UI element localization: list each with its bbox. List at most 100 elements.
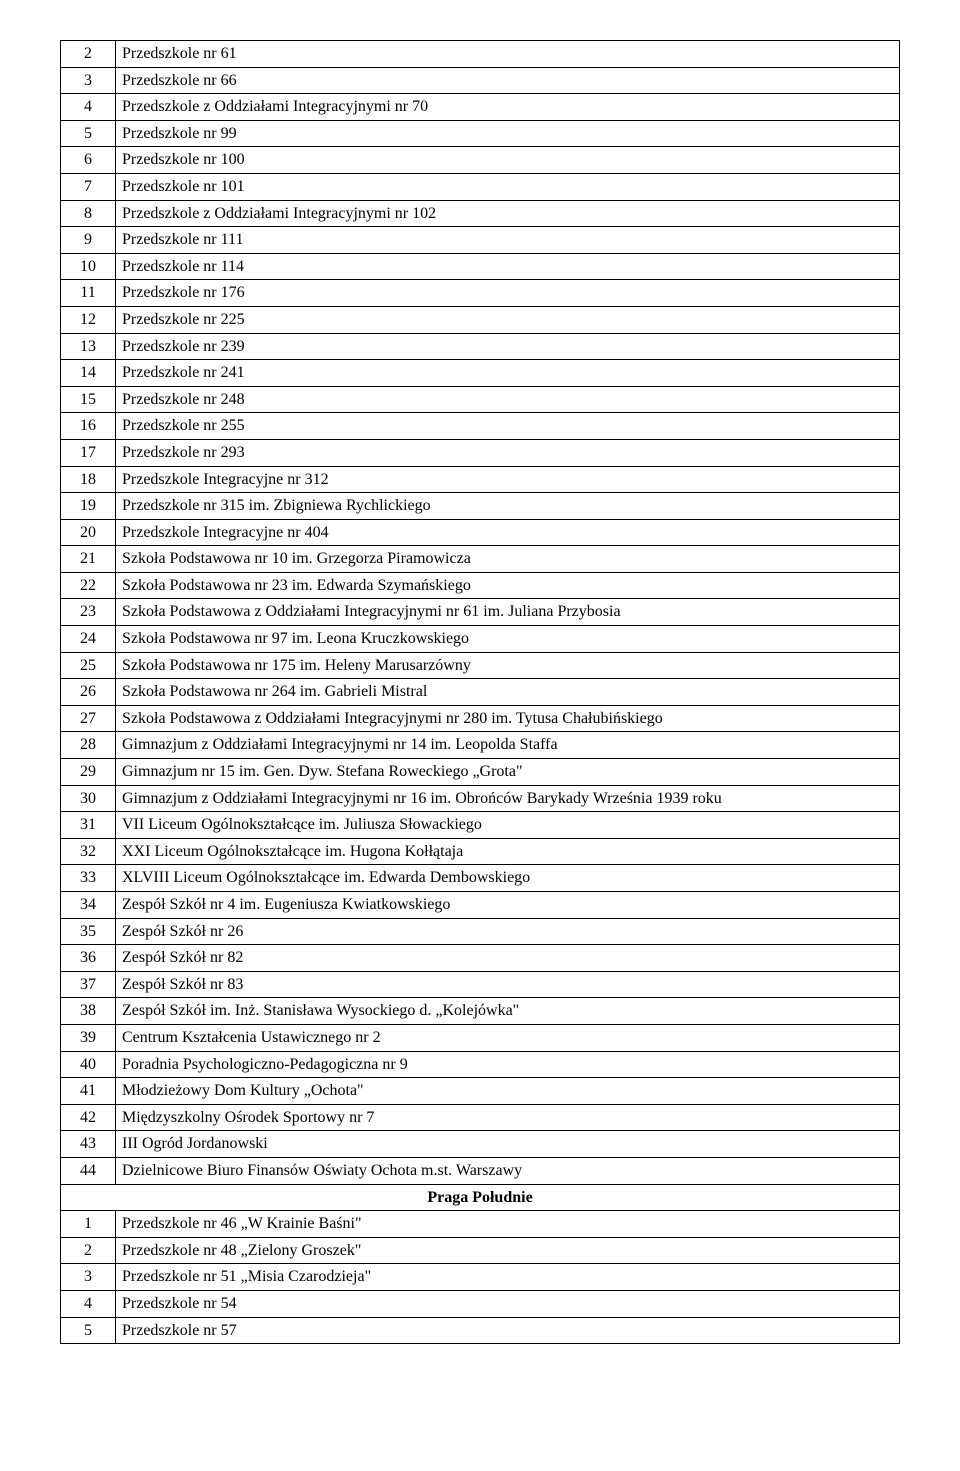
table-row: 34Zespół Szkół nr 4 im. Eugeniusza Kwiat…	[61, 892, 900, 919]
table-row: 4Przedszkole nr 54	[61, 1290, 900, 1317]
row-number: 21	[61, 546, 116, 573]
table-row: 35Zespół Szkół nr 26	[61, 918, 900, 945]
table-row: 3Przedszkole nr 66	[61, 67, 900, 94]
row-text: Przedszkole nr 101	[116, 173, 900, 200]
row-text: Szkoła Podstawowa z Oddziałami Integracy…	[116, 705, 900, 732]
row-text: Przedszkole nr 57	[116, 1317, 900, 1344]
row-number: 2	[61, 41, 116, 68]
table-row: 11Przedszkole nr 176	[61, 280, 900, 307]
row-number: 37	[61, 971, 116, 998]
table-row: 13Przedszkole nr 239	[61, 333, 900, 360]
row-text: Zespół Szkół nr 83	[116, 971, 900, 998]
row-text: Przedszkole nr 66	[116, 67, 900, 94]
table-row: 18Przedszkole Integracyjne nr 312	[61, 466, 900, 493]
row-number: 31	[61, 812, 116, 839]
row-text: Przedszkole nr 239	[116, 333, 900, 360]
row-text: III Ogród Jordanowski	[116, 1131, 900, 1158]
row-number: 11	[61, 280, 116, 307]
row-text: Przedszkole Integracyjne nr 404	[116, 519, 900, 546]
row-number: 12	[61, 306, 116, 333]
row-text: Szkoła Podstawowa nr 264 im. Gabrieli Mi…	[116, 679, 900, 706]
row-text: Przedszkole nr 225	[116, 306, 900, 333]
row-text: Poradnia Psychologiczno-Pedagogiczna nr …	[116, 1051, 900, 1078]
row-number: 44	[61, 1157, 116, 1184]
row-text: Gimnazjum z Oddziałami Integracyjnymi nr…	[116, 732, 900, 759]
row-number: 33	[61, 865, 116, 892]
table-row: 42Międzyszkolny Ośrodek Sportowy nr 7	[61, 1104, 900, 1131]
row-number: 4	[61, 1290, 116, 1317]
row-number: 39	[61, 1024, 116, 1051]
row-text: Szkoła Podstawowa nr 97 im. Leona Kruczk…	[116, 626, 900, 653]
row-text: Przedszkole nr 100	[116, 147, 900, 174]
row-text: Dzielnicowe Biuro Finansów Oświaty Ochot…	[116, 1157, 900, 1184]
table-row: 1Przedszkole nr 46 „W Krainie Baśni"	[61, 1211, 900, 1238]
row-text: Przedszkole Integracyjne nr 312	[116, 466, 900, 493]
table-row: 21Szkoła Podstawowa nr 10 im. Grzegorza …	[61, 546, 900, 573]
row-number: 14	[61, 360, 116, 387]
table-row: 20Przedszkole Integracyjne nr 404	[61, 519, 900, 546]
row-number: 28	[61, 732, 116, 759]
row-number: 36	[61, 945, 116, 972]
section-heading: Praga Południe	[61, 1184, 900, 1211]
row-number: 38	[61, 998, 116, 1025]
table-row: 19Przedszkole nr 315 im. Zbigniewa Rychl…	[61, 493, 900, 520]
row-text: Przedszkole z Oddziałami Integracyjnymi …	[116, 200, 900, 227]
row-number: 15	[61, 386, 116, 413]
row-text: VII Liceum Ogólnokształcące im. Juliusza…	[116, 812, 900, 839]
schools-table: 2Przedszkole nr 613Przedszkole nr 664Prz…	[60, 40, 900, 1344]
table-row: 26Szkoła Podstawowa nr 264 im. Gabrieli …	[61, 679, 900, 706]
table-row: 41Młodzieżowy Dom Kultury „Ochota"	[61, 1078, 900, 1105]
row-text: Międzyszkolny Ośrodek Sportowy nr 7	[116, 1104, 900, 1131]
row-text: Przedszkole nr 255	[116, 413, 900, 440]
table-row: 3Przedszkole nr 51 „Misia Czarodzieja"	[61, 1264, 900, 1291]
row-number: 8	[61, 200, 116, 227]
row-text: Szkoła Podstawowa nr 23 im. Edwarda Szym…	[116, 572, 900, 599]
table-row: 31VII Liceum Ogólnokształcące im. Julius…	[61, 812, 900, 839]
table-row: 5Przedszkole nr 57	[61, 1317, 900, 1344]
row-text: Przedszkole nr 111	[116, 227, 900, 254]
table-row: 10Przedszkole nr 114	[61, 253, 900, 280]
row-number: 3	[61, 67, 116, 94]
table-row: 33XLVIII Liceum Ogólnokształcące im. Edw…	[61, 865, 900, 892]
table-row: 4Przedszkole z Oddziałami Integracyjnymi…	[61, 94, 900, 121]
table-row: 16Przedszkole nr 255	[61, 413, 900, 440]
row-number: 40	[61, 1051, 116, 1078]
row-number: 1	[61, 1211, 116, 1238]
row-number: 17	[61, 439, 116, 466]
table-row: 43III Ogród Jordanowski	[61, 1131, 900, 1158]
row-number: 7	[61, 173, 116, 200]
row-number: 4	[61, 94, 116, 121]
row-number: 3	[61, 1264, 116, 1291]
row-text: Przedszkole nr 241	[116, 360, 900, 387]
row-text: Przedszkole nr 46 „W Krainie Baśni"	[116, 1211, 900, 1238]
row-number: 6	[61, 147, 116, 174]
table-row: 15Przedszkole nr 248	[61, 386, 900, 413]
row-number: 2	[61, 1237, 116, 1264]
row-number: 24	[61, 626, 116, 653]
row-text: Zespół Szkół im. Inż. Stanisława Wysocki…	[116, 998, 900, 1025]
table-row: 29Gimnazjum nr 15 im. Gen. Dyw. Stefana …	[61, 759, 900, 786]
table-row: 37Zespół Szkół nr 83	[61, 971, 900, 998]
row-text: Przedszkole nr 48 „Zielony Groszek"	[116, 1237, 900, 1264]
row-number: 16	[61, 413, 116, 440]
row-text: Szkoła Podstawowa z Oddziałami Integracy…	[116, 599, 900, 626]
row-text: Przedszkole nr 114	[116, 253, 900, 280]
table-row: 23Szkoła Podstawowa z Oddziałami Integra…	[61, 599, 900, 626]
table-row: 27Szkoła Podstawowa z Oddziałami Integra…	[61, 705, 900, 732]
row-text: Zespół Szkół nr 82	[116, 945, 900, 972]
table-row: 14Przedszkole nr 241	[61, 360, 900, 387]
row-number: 13	[61, 333, 116, 360]
row-number: 41	[61, 1078, 116, 1105]
table-row: 2Przedszkole nr 61	[61, 41, 900, 68]
row-text: Gimnazjum z Oddziałami Integracyjnymi nr…	[116, 785, 900, 812]
table-row: 44Dzielnicowe Biuro Finansów Oświaty Och…	[61, 1157, 900, 1184]
row-text: Przedszkole nr 176	[116, 280, 900, 307]
row-number: 23	[61, 599, 116, 626]
row-number: 18	[61, 466, 116, 493]
row-text: Przedszkole nr 51 „Misia Czarodzieja"	[116, 1264, 900, 1291]
table-row: 8Przedszkole z Oddziałami Integracyjnymi…	[61, 200, 900, 227]
table-row: 38Zespół Szkół im. Inż. Stanisława Wysoc…	[61, 998, 900, 1025]
table-row: 2Przedszkole nr 48 „Zielony Groszek"	[61, 1237, 900, 1264]
row-number: 26	[61, 679, 116, 706]
row-number: 35	[61, 918, 116, 945]
